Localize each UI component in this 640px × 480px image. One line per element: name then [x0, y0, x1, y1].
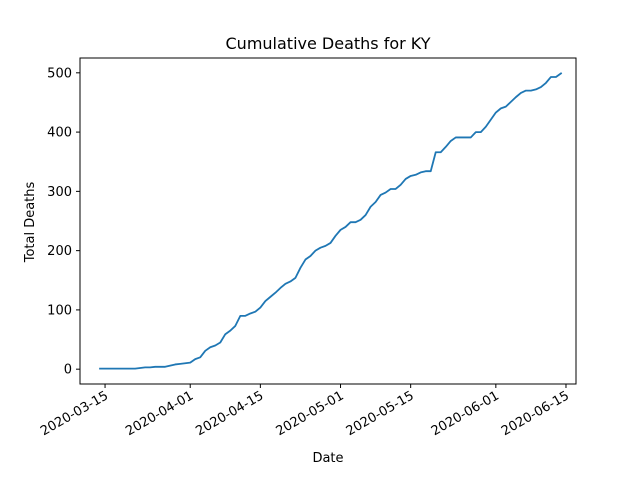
y-tick-label: 100 — [47, 303, 72, 318]
y-tick-label: 300 — [47, 185, 72, 200]
x-tick-label: 2020-06-01 — [429, 388, 502, 439]
x-tick-label: 2020-04-01 — [123, 388, 196, 439]
data-series — [99, 72, 563, 370]
x-tick-label: 2020-03-15 — [38, 388, 111, 439]
y-tick-label: 200 — [47, 244, 72, 259]
x-tick-label: 2020-05-15 — [344, 388, 417, 439]
chart-title: Cumulative Deaths for KY — [226, 34, 431, 53]
x-tick-label: 2020-06-15 — [499, 388, 572, 439]
plot-frame — [79, 57, 577, 385]
y-tick-label: 400 — [47, 126, 72, 141]
x-tick-label: 2020-04-15 — [193, 388, 266, 439]
x-tick-label: 2020-05-01 — [274, 388, 347, 439]
series-line-0 — [99, 72, 563, 370]
y-axis-label: Total Deaths — [23, 181, 38, 263]
y-tick-label: 0 — [64, 363, 72, 378]
x-axis-label: Date — [312, 451, 343, 466]
y-tick-label: 500 — [47, 66, 72, 81]
